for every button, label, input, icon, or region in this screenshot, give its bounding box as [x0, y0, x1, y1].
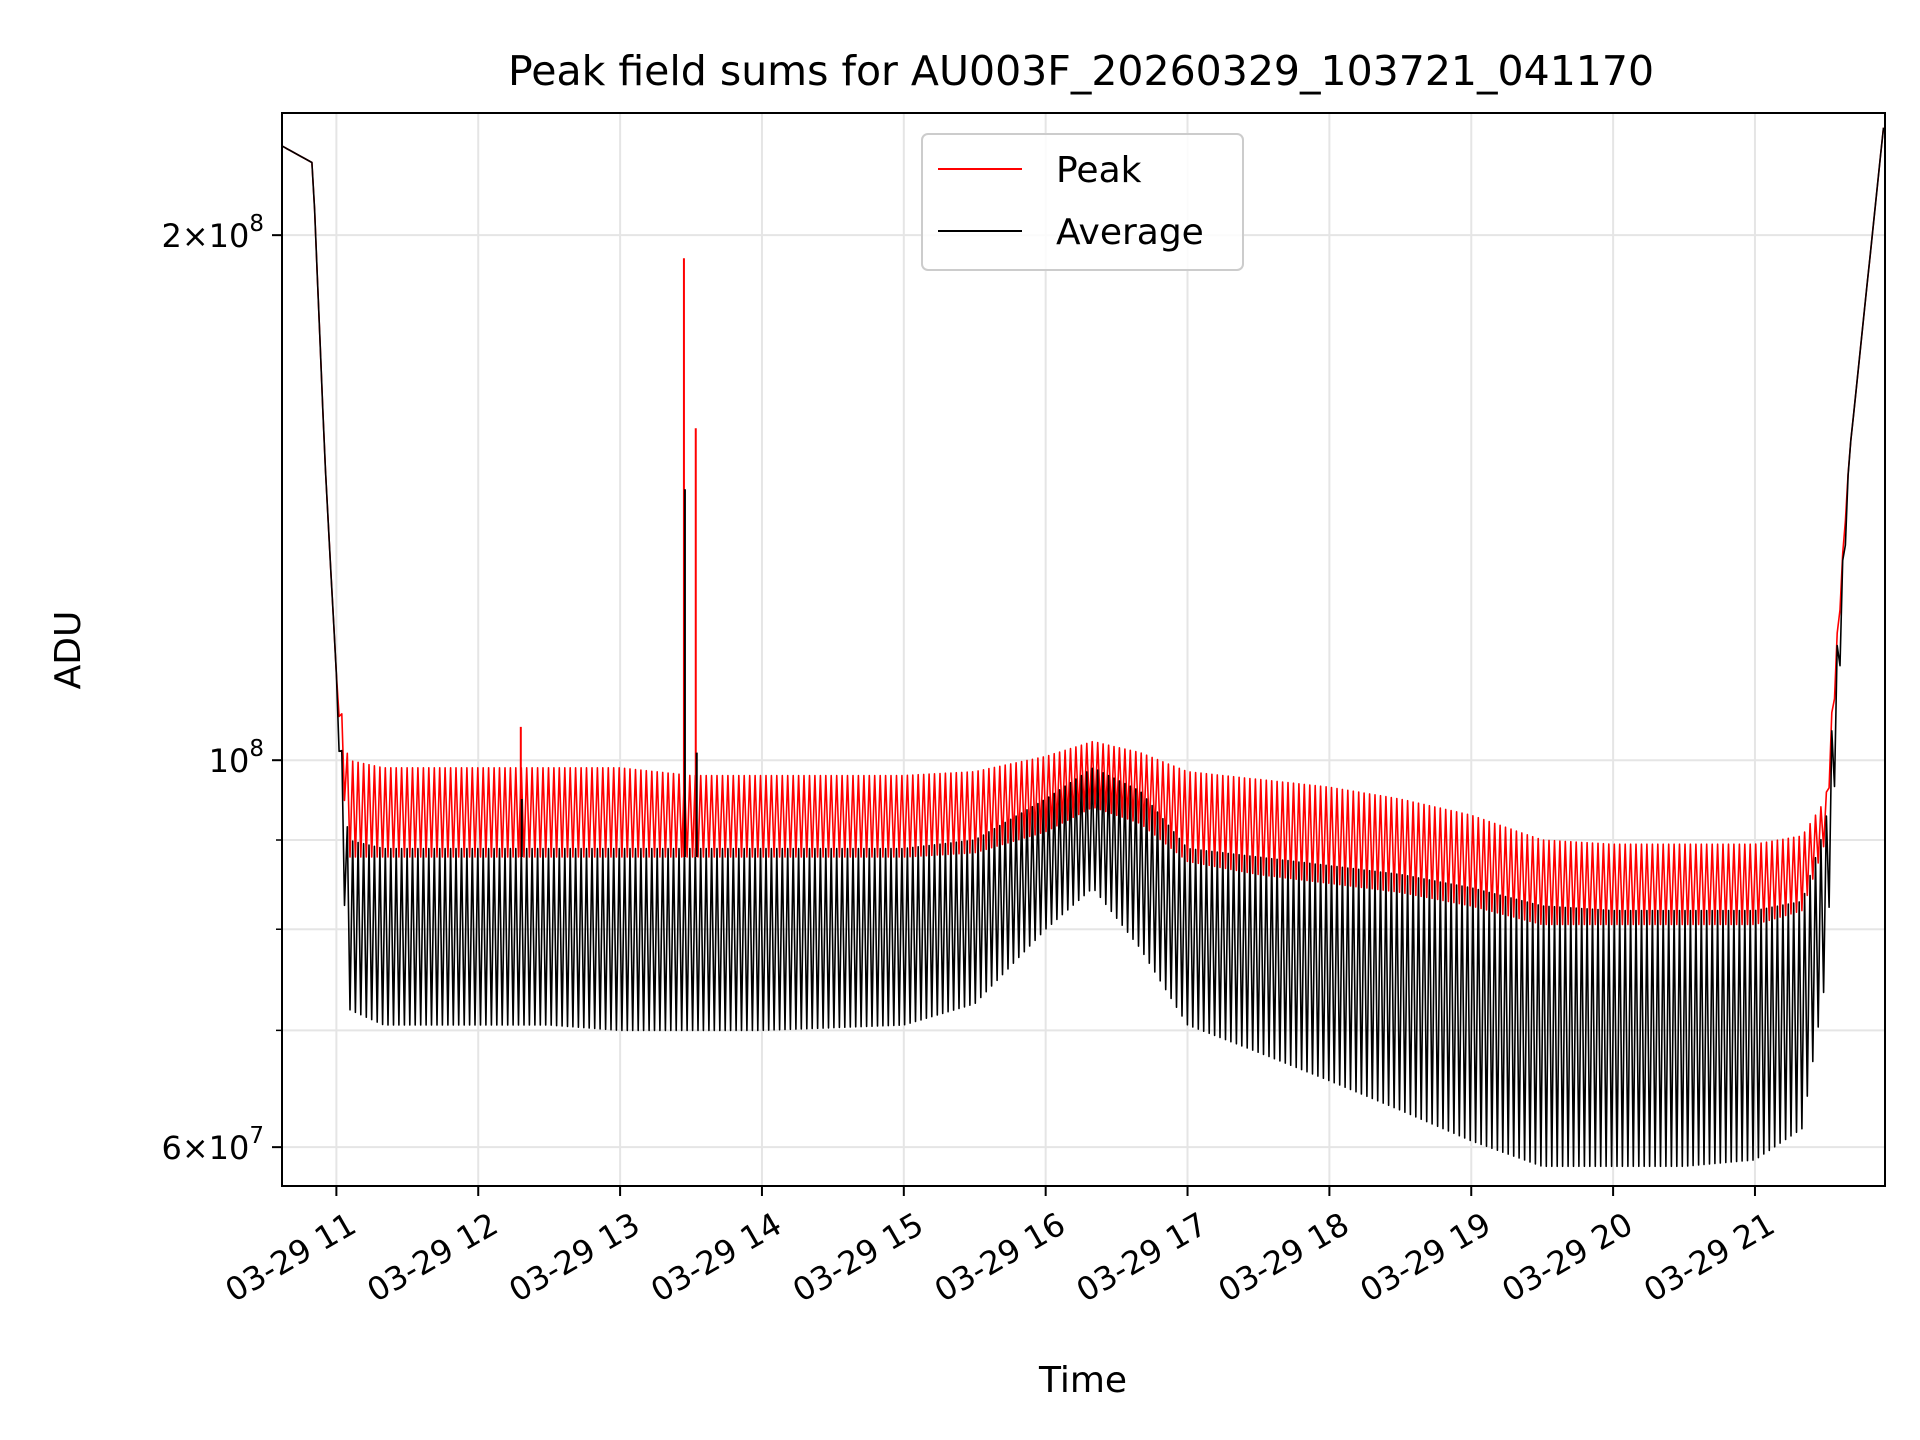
legend: Peak Average: [921, 133, 1244, 271]
legend-label-peak: Peak: [1056, 150, 1142, 191]
y-axis-label: ADU: [48, 611, 89, 690]
y-tick-label: 2×108: [161, 211, 264, 255]
y-axis: 6×107 108 2×108: [161, 211, 282, 1167]
series-line-average: [282, 127, 1885, 1168]
axes-frame: [281, 112, 1886, 1187]
series-line-peak: [282, 127, 1885, 926]
y-tick-label: 6×107: [161, 1123, 264, 1167]
plot-area: [282, 127, 1885, 1168]
chart-title: Peak field sums for AU003F_20260329_1037…: [508, 47, 1654, 95]
y-tick-label: 108: [209, 736, 264, 780]
legend-label-average: Average: [1056, 212, 1204, 253]
series-layer: [282, 127, 1885, 1168]
x-axis-label: Time: [1038, 1360, 1127, 1401]
